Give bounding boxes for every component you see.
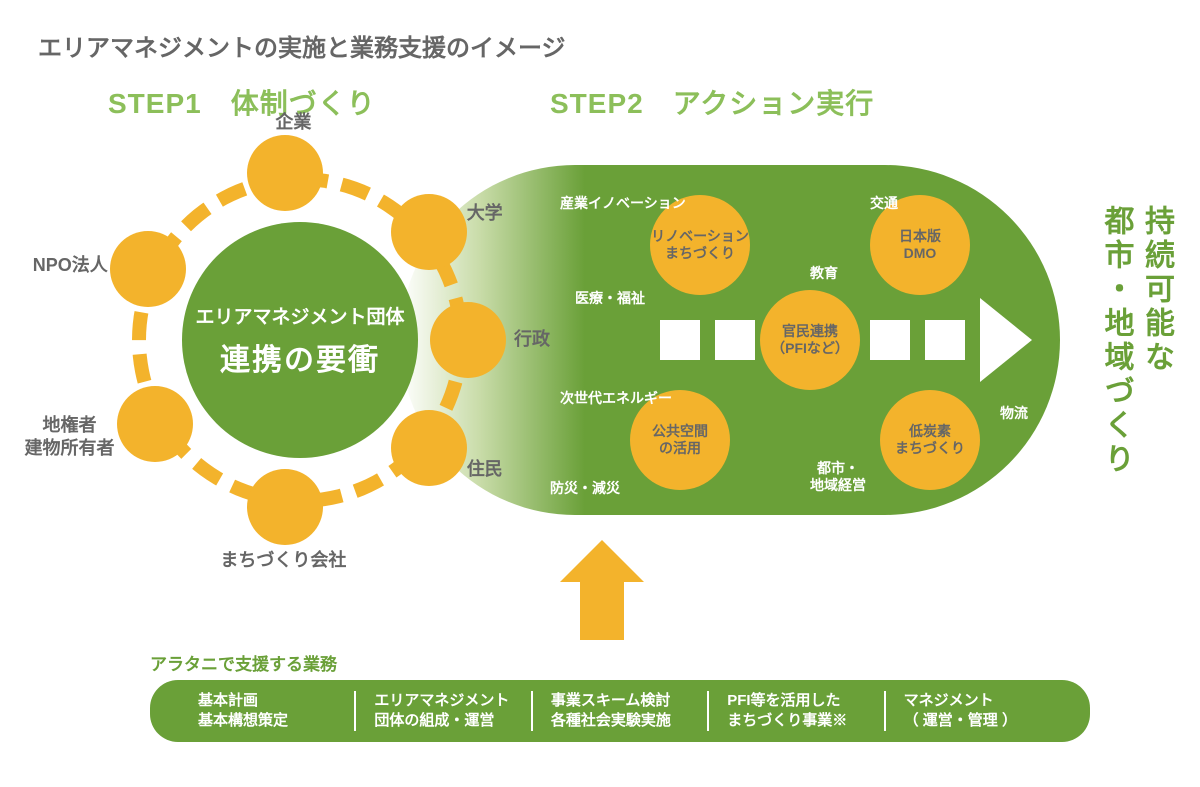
support-arrow-head-icon	[560, 540, 644, 582]
field-label: 次世代エネルギー	[560, 390, 672, 407]
field-label: 教育	[810, 265, 838, 282]
field-label: 医療・福祉	[575, 290, 645, 307]
orbit-node	[247, 135, 323, 211]
support-arrow-body-icon	[580, 580, 624, 640]
orbit-node	[247, 469, 323, 545]
action-node: 低炭素まちづくり	[880, 390, 980, 490]
field-label: 防災・減災	[550, 480, 620, 497]
step1-label: STEP1 体制づくり	[108, 82, 376, 122]
arrow-head-icon	[980, 298, 1032, 382]
orbit-label: 行政	[514, 328, 550, 351]
support-item: 基本計画基本構想策定	[180, 691, 354, 732]
arrow-segment-icon	[660, 320, 700, 360]
hub-core-line2: 連携の要衝	[220, 335, 380, 379]
action-node: 官民連携（PFIなど）	[760, 290, 860, 390]
goal-line1: 持続可能な	[1140, 205, 1173, 375]
orbit-label: 住民	[467, 458, 503, 481]
orbit-label: 企業	[275, 111, 311, 134]
support-item: 事業スキーム検討各種社会実験実施	[533, 691, 707, 732]
arrow-segment-icon	[715, 320, 755, 360]
support-bar: 基本計画基本構想策定エリアマネジメント団体の組成・運営事業スキーム検討各種社会実…	[150, 680, 1090, 742]
support-item: PFI等を活用したまちづくり事業※	[709, 691, 883, 732]
orbit-label: NPO法人	[33, 254, 108, 277]
orbit-label: 大学	[467, 202, 503, 225]
support-item: マネジメント（ 運営・管理 ）	[886, 691, 1060, 732]
field-label: 都市・地域経営	[810, 460, 866, 494]
orbit-node	[391, 194, 467, 270]
arrow-segment-icon	[925, 320, 965, 360]
page-title: エリアマネジメントの実施と業務支援のイメージ	[38, 28, 566, 63]
step2-label: STEP2 アクション実行	[550, 82, 874, 122]
support-section-title: アラタニで支援する業務	[150, 650, 337, 675]
orbit-label: 地権者建物所有者	[25, 414, 115, 459]
orbit-node	[391, 410, 467, 486]
field-label: 産業イノベーション	[560, 195, 686, 212]
step1-hub-core: エリアマネジメント団体 連携の要衝	[182, 222, 418, 458]
orbit-node	[117, 386, 193, 462]
goal-line2: 都市・地域づくり	[1100, 205, 1133, 477]
field-label: 交通	[870, 195, 898, 212]
arrow-segment-icon	[870, 320, 910, 360]
support-item: エリアマネジメント団体の組成・運営	[356, 691, 530, 732]
field-label: 物流	[1000, 405, 1028, 422]
orbit-node	[110, 231, 186, 307]
hub-core-line1: エリアマネジメント団体	[195, 302, 404, 329]
orbit-node	[430, 302, 506, 378]
orbit-label: まちづくり会社	[220, 549, 346, 572]
goal-text: 持続可能な 都市・地域づくり	[1095, 205, 1176, 477]
